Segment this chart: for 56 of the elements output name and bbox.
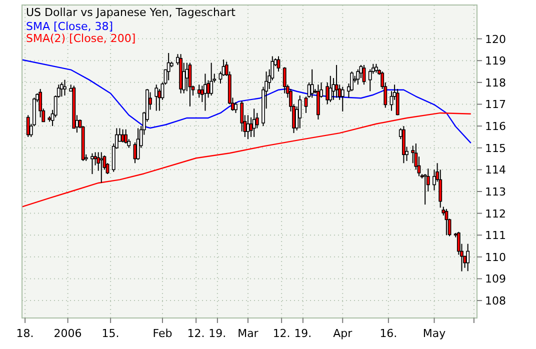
candlestick bbox=[124, 128, 128, 144]
x-tick-label: 19. bbox=[294, 327, 312, 340]
line-series bbox=[21, 59, 472, 144]
y-tick-label: 112 bbox=[485, 207, 506, 220]
y-tick-label: 119 bbox=[485, 54, 506, 68]
y-tick-label: 108 bbox=[485, 294, 506, 308]
candlestick bbox=[310, 68, 314, 98]
candlestick bbox=[246, 114, 250, 140]
y-tick-label: 117 bbox=[485, 98, 506, 112]
x-tick-label: 16. bbox=[380, 327, 398, 340]
y-tick-label: 114 bbox=[485, 164, 506, 177]
chart-title: US Dollar vs Japanese Yen, Tageschart bbox=[26, 6, 236, 19]
candlestick bbox=[26, 114, 30, 138]
y-tick-label: 111 bbox=[485, 229, 506, 242]
candlestick bbox=[204, 73, 207, 112]
x-tick-label: Feb bbox=[152, 327, 172, 340]
y-tick-label: 120 bbox=[485, 32, 506, 46]
candlestick bbox=[100, 152, 104, 184]
candlestick bbox=[328, 75, 332, 103]
x-tick-label: 15. bbox=[102, 327, 120, 340]
text: SMA(2) [Close, 200] bbox=[26, 32, 136, 45]
candlestick bbox=[362, 64, 366, 86]
x-tick-label: 12. bbox=[272, 327, 290, 340]
candlestick bbox=[210, 62, 214, 96]
x-tick-label: 12. bbox=[187, 327, 205, 340]
x-tick-label: Apr bbox=[333, 327, 353, 340]
candlestick bbox=[185, 62, 189, 92]
x-tick-label: 19. bbox=[208, 327, 226, 340]
x-tick-label: 2006 bbox=[54, 327, 82, 340]
y-tick-label: 115 bbox=[485, 142, 506, 155]
x-tick-label: 18. bbox=[16, 327, 34, 340]
y-tick-label: 109 bbox=[485, 272, 506, 286]
candlestick bbox=[298, 95, 302, 129]
candlestick bbox=[60, 82, 64, 98]
candlestick bbox=[234, 102, 238, 114]
candlestick bbox=[316, 84, 320, 120]
y-tick-label: 118 bbox=[485, 76, 506, 90]
x-tick-label: May bbox=[422, 327, 446, 340]
candlestick bbox=[90, 152, 94, 175]
candlestick bbox=[282, 66, 286, 94]
y-tick-label: 116 bbox=[485, 120, 506, 134]
line-series bbox=[21, 112, 472, 208]
candlestick bbox=[396, 88, 400, 116]
x-tick-label: Mar bbox=[238, 327, 259, 340]
candlestick bbox=[38, 88, 42, 118]
candlestick bbox=[340, 86, 344, 112]
candlestick bbox=[466, 243, 470, 272]
candlestick bbox=[63, 79, 66, 96]
candlestick bbox=[133, 142, 137, 164]
candlestick bbox=[154, 84, 158, 112]
candlestick bbox=[166, 52, 170, 81]
candlestick bbox=[356, 68, 360, 86]
text: SMA [Close, 38] bbox=[26, 20, 114, 33]
candlestick bbox=[252, 108, 256, 138]
y-tick-label: 110 bbox=[485, 250, 506, 264]
y-tick-label: 113 bbox=[485, 185, 506, 198]
